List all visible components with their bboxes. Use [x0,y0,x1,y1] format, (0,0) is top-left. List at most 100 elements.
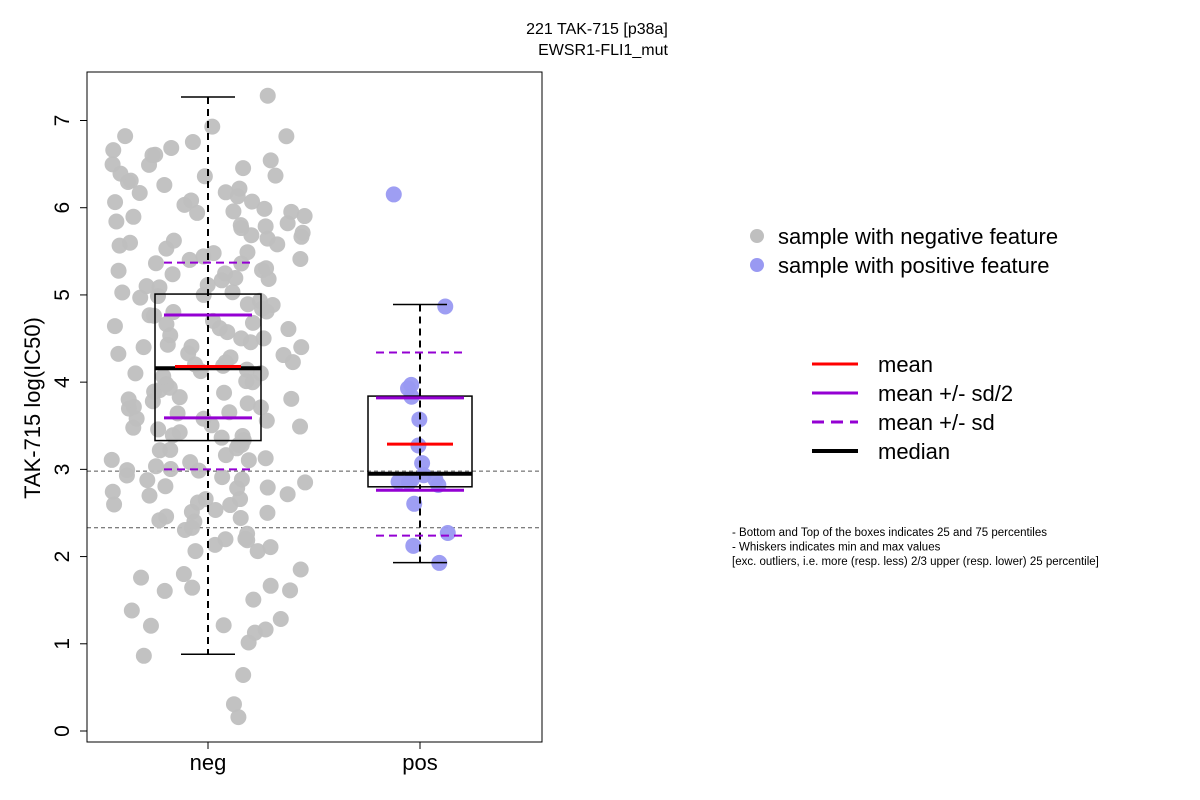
neg-sample-point [224,284,241,301]
neg-sample-point [275,347,292,364]
y-tick-label: 7 [51,115,74,127]
neg-sample-point [251,292,268,309]
neg-sample-point [110,262,127,279]
neg-sample-point [106,496,123,513]
legend-line-label: mean [878,352,933,377]
neg-sample-point [199,277,216,294]
neg-sample-point [221,404,238,421]
neg-sample-point [184,579,201,596]
iqr-box [367,395,473,488]
pos-sample-point [437,298,454,315]
neg-sample-point [125,208,142,225]
neg-sample-point [155,368,172,385]
neg-sample-point [114,284,131,301]
neg-sample-point [120,391,137,408]
neg-sample-point [215,617,232,634]
note-line: - Bottom and Top of the boxes indicates … [732,527,1047,539]
chart-title-line1: 221 TAK-715 [p38a] [526,21,668,38]
neg-sample-point [239,525,256,542]
neg-sample-point [135,647,152,664]
neg-sample-point [259,504,276,521]
neg-sample-point [157,478,174,495]
neg-sample-point [262,152,279,169]
neg-sample-point [217,531,234,548]
neg-sample-point [297,474,314,491]
neg-sample-point [217,265,234,282]
neg-sample-point [232,509,249,526]
legend-line-label: mean +/- sd/2 [878,381,1013,406]
neg-sample-point [158,316,175,333]
pos-sample-point [439,524,456,541]
y-tick-label: 4 [51,376,74,388]
neg-sample-point [259,87,276,104]
y-axis-label: TAK-715 log(IC50) [20,317,45,499]
legend-line-label: median [878,439,950,464]
pos-sample-point [406,495,423,512]
neg-sample-point [181,251,198,268]
neg-sample-point [255,330,272,347]
neg-sample-point [264,296,281,313]
chart-title-line2: EWSR1-FLI1_mut [538,42,668,59]
neg-sample-point [259,230,276,247]
neg-sample-point [257,450,274,467]
plot-frame [86,71,543,743]
reference-lines [87,470,542,529]
neg-sample-point [171,389,188,406]
neg-sample-point [205,312,222,329]
neg-sample-point [239,244,256,261]
note-line: [exc. outliers, i.e. more (resp. less) 2… [732,556,1099,568]
neg-sample-point [197,491,214,508]
method-notes: - Bottom and Top of the boxes indicates … [732,527,1099,568]
neg-sample-point [133,569,150,586]
neg-sample-point [107,194,124,211]
neg-sample-point [239,296,256,313]
point-legend: sample with negative feature sample with … [750,224,1058,278]
neg-sample-point [292,250,309,267]
neg-sample-point [235,160,252,177]
neg-sample-point [267,167,284,184]
neg-sample-point [214,469,231,486]
neg-sample-point [280,321,297,338]
neg-sample-point [158,508,175,525]
neg-sample-point [119,462,136,479]
neg-sample-point [151,279,168,296]
y-tick-label: 5 [51,289,74,301]
neg-sample-point [182,454,199,471]
neg-sample-point [240,452,257,469]
neg-sample-point [233,471,250,488]
neg-sample-point [249,543,266,560]
neg-sample-point [207,501,224,518]
neg-sample-point [292,418,309,435]
neg-sample-point [232,217,249,234]
neg-sample-point [147,146,164,163]
neg-sample-point [106,318,123,335]
neg-sample-point [117,128,134,145]
neg-sample-point [216,384,233,401]
neg-sample-point [213,429,230,446]
y-tick-label: 6 [51,202,74,214]
legend-line-label: mean +/- sd [878,410,995,435]
neg-sample-point [164,266,181,283]
neg-sample-point [278,128,295,145]
neg-sample-point [257,621,274,638]
neg-sample-point [175,566,192,583]
neg-sample-point [138,278,155,295]
neg-sample-point [283,390,300,407]
neg-sample-point [148,458,165,475]
neg-sample-point [171,424,188,441]
neg-sample-point [296,208,313,225]
neg-sample-point [294,224,311,241]
pos-sample-point [400,474,417,491]
neg-sample-point [222,349,239,366]
neg-sample-point [283,203,300,220]
neg-sample-point [258,260,275,277]
neg-sample-point [257,218,274,235]
data-points [103,87,456,726]
neg-sample-point [272,610,289,627]
legend-point-label: sample with negative feature [778,224,1058,249]
legend-pos-marker [750,258,764,272]
neg-sample-point [110,345,127,362]
neg-sample-point [196,168,213,185]
legend-neg-marker [750,229,764,243]
